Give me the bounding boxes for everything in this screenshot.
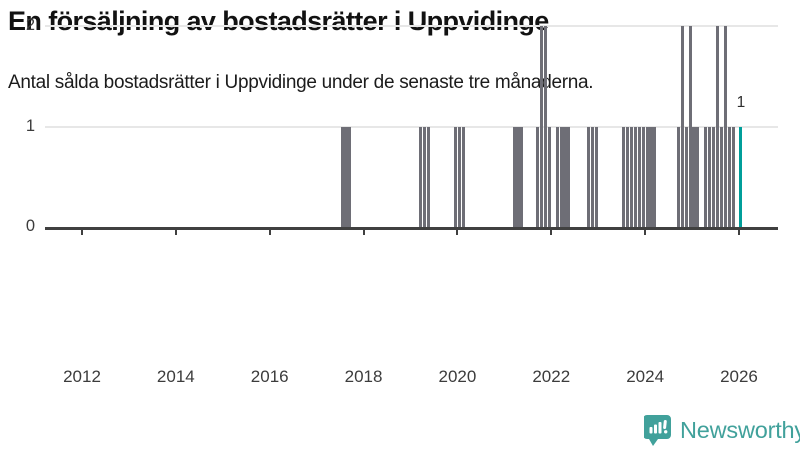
x-tick-2026 [737,229,740,235]
bar-2023-08 [625,126,630,227]
x-axis-label-2024: 2024 [626,367,665,386]
bar-2021-03 [512,126,516,227]
x-tick-2012 [81,229,83,235]
bar-2022-12 [594,126,598,227]
bar-2017-08 [344,126,348,227]
x-axis-label-2020: 2020 [438,367,477,386]
y-axis-label-1: 1 [25,116,35,135]
bar-2023-12 [641,126,645,227]
bar-2022-11 [590,126,594,227]
brand-name: Newsworthy [680,417,800,443]
bar-2023-11 [637,126,641,227]
x-axis-label-2026: 2026 [720,367,758,386]
bar-2021-12 [547,126,551,227]
y-axis-label-2: 2 [25,16,35,35]
bar-2019-03 [418,126,422,227]
bar-2022-05 [567,126,571,227]
bar-2023-09 [629,126,633,227]
highlight-value-label: 1 [736,94,746,111]
x-axis-label-2014: 2014 [156,367,195,386]
gridline-2 [45,25,778,28]
bar-2024-12 [688,26,692,227]
bar-2021-09 [536,126,540,227]
bar-2025-07 [715,26,720,227]
bar-2022-02 [555,126,559,227]
gridline-1 [45,125,778,128]
bar-2020-01 [457,126,461,227]
bar-2019-05 [426,126,430,227]
x-tick-2018 [362,229,365,235]
y-axis-label-0: 0 [25,217,35,235]
x-tick-2020 [456,229,459,235]
bar-2019-12 [453,126,457,227]
bar-2019-04 [422,126,426,227]
bar-2025-02 [696,126,700,227]
newsworthy-logo-icon [644,415,671,446]
bar-2024-11 [684,126,688,227]
x-tick-2024 [644,229,647,235]
bar-2022-10 [586,126,590,227]
x-tick-2014 [174,229,177,235]
bar-2026-01 [739,126,743,227]
x-axis-label-2012: 2012 [63,367,101,386]
bar-2025-06 [712,126,716,227]
bar-2024-01 [645,126,649,227]
x-axis-label-2022: 2022 [532,367,571,386]
x-tick-2016 [268,229,271,235]
x-axis-label-2018: 2018 [344,367,383,386]
bar-2024-03 [653,126,657,227]
bar-2025-04 [704,126,708,227]
bar-2025-08 [719,126,723,227]
bar-2021-11 [543,26,547,227]
bar-2023-10 [633,126,637,227]
bar-2025-09 [723,26,727,227]
x-axis-line [45,227,778,230]
bar-2022-04 [563,126,567,227]
bar-2021-05 [520,126,524,227]
bar-2024-09 [676,126,680,227]
bar-2024-10 [680,26,684,227]
chart-subtitle: Antal sålda bostadsrätter i Uppvidinge u… [8,72,594,93]
bar-2025-05 [708,126,712,227]
bar-2021-10 [539,26,544,227]
bar-2024-02 [649,126,653,227]
brand-footer: Newsworthy [644,415,800,446]
bar-2017-09 [348,126,352,227]
bar-2025-01 [692,126,696,227]
bar-2017-07 [340,126,344,227]
x-tick-2022 [550,229,553,235]
chart-title: En försäljning av bostadsrätter i Uppvid… [8,6,549,36]
bar-2025-11 [731,126,735,227]
bar-2021-04 [516,126,520,227]
x-axis-label-2016: 2016 [250,367,289,386]
bar-2020-02 [461,126,465,227]
bar-2022-03 [559,126,563,227]
bar-2023-07 [622,126,626,227]
bar-2025-10 [727,126,731,227]
